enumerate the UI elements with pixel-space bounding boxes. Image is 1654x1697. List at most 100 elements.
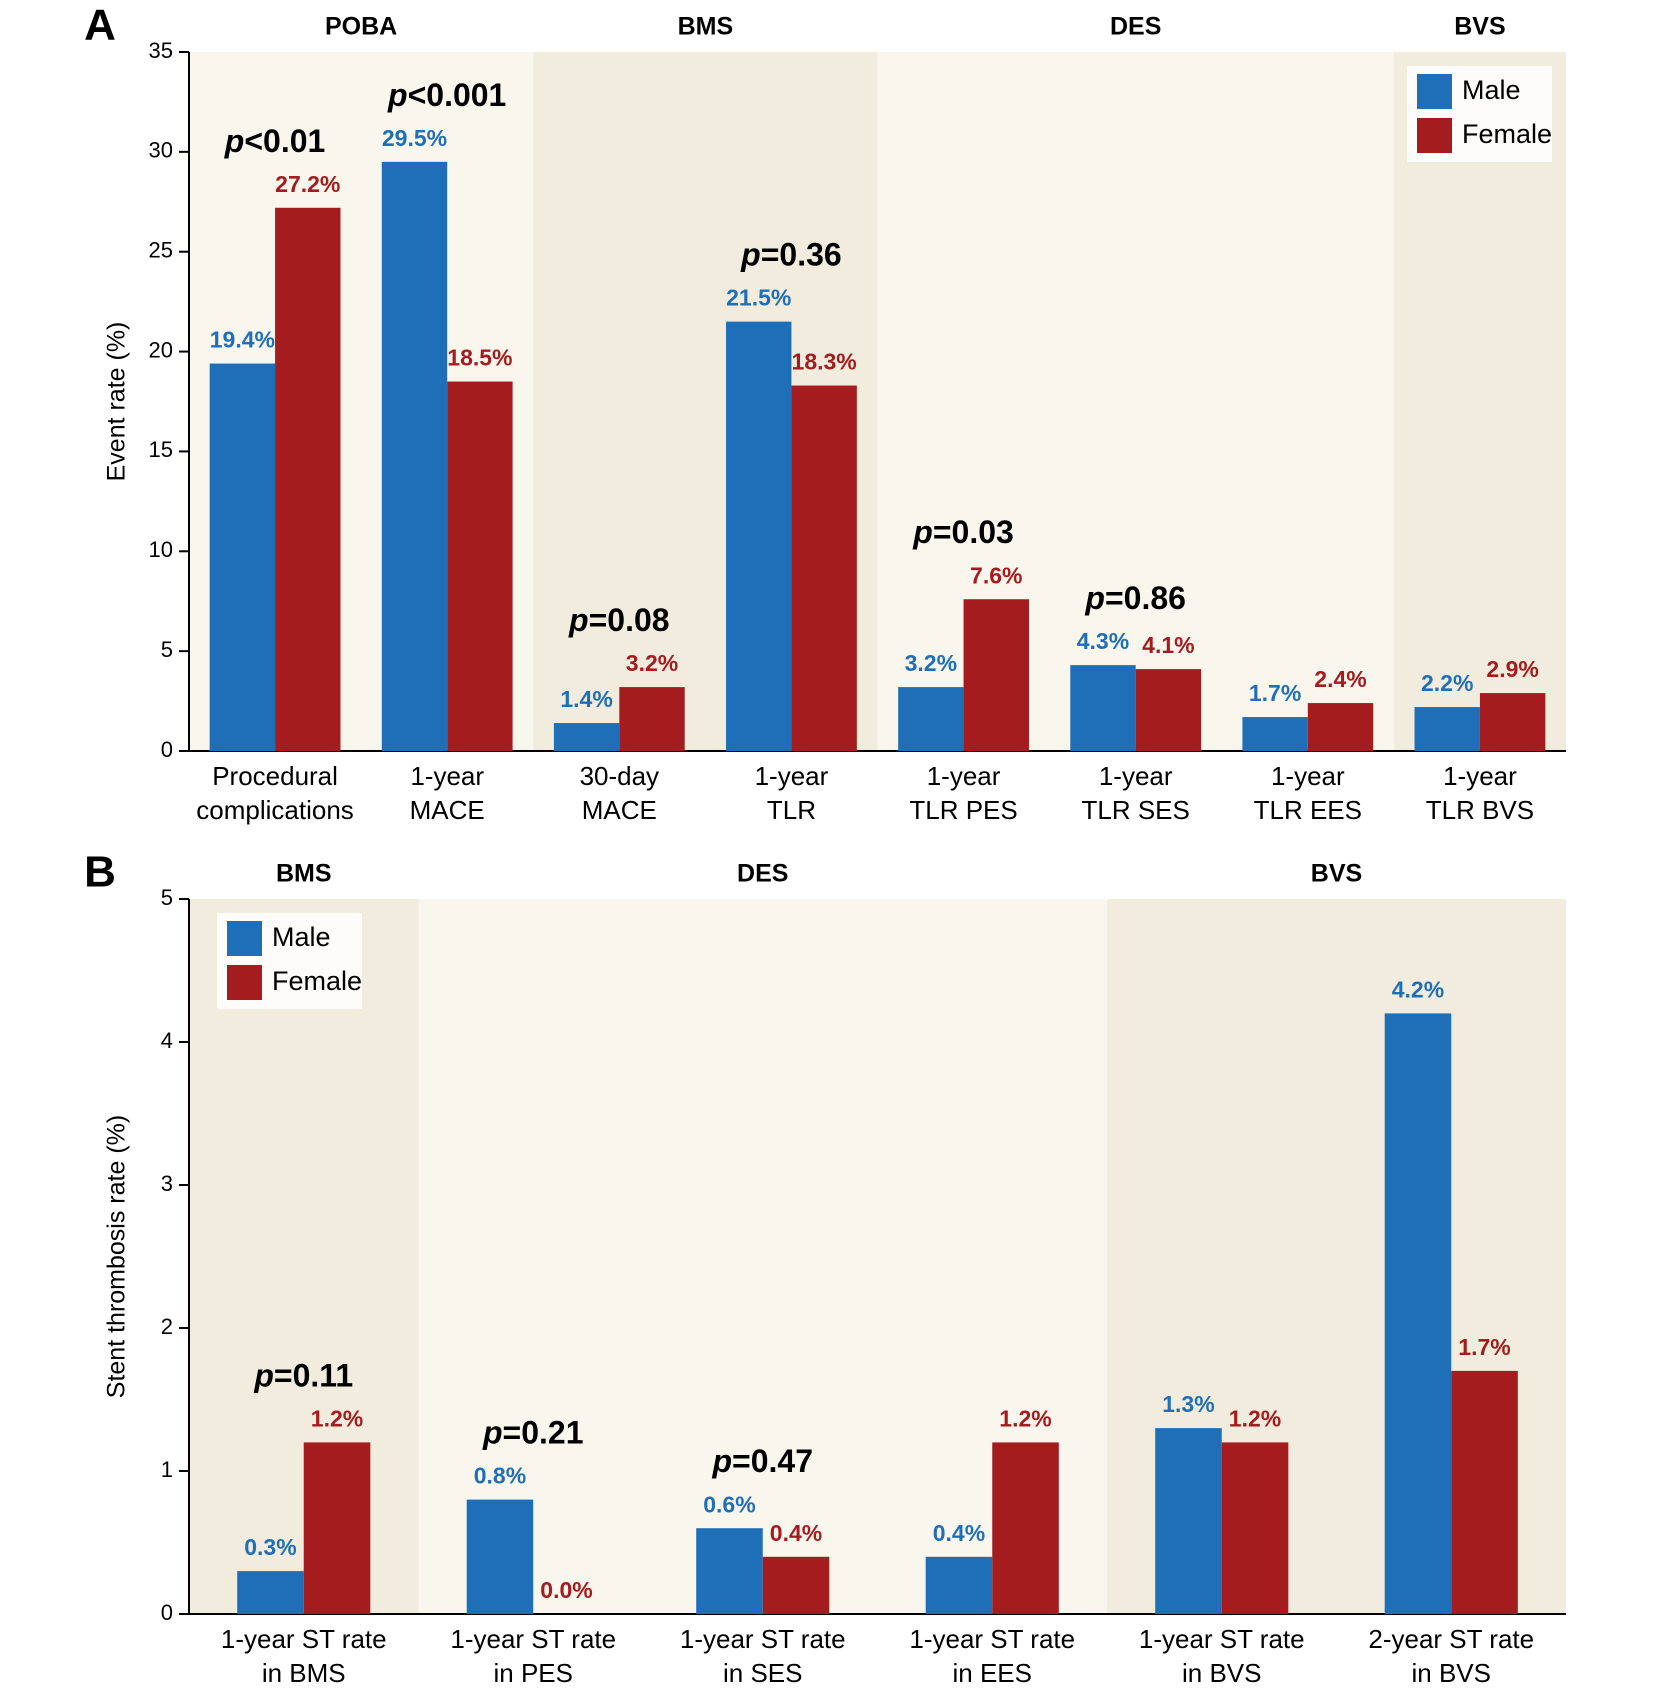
legend-swatch [1417,74,1452,109]
x-tick-label: TLR [767,795,816,825]
legend-label: Female [1462,119,1552,149]
value-label: 2.2% [1421,670,1473,696]
x-tick-label: in BVS [1412,1658,1492,1688]
value-label: 1.2% [311,1405,363,1431]
x-tick-label: 1-year [755,761,829,791]
group-label: POBA [325,13,397,41]
bar [1242,717,1308,751]
legend-label: Male [1462,75,1521,105]
bar [791,385,857,751]
bar [925,1556,993,1614]
group-label: BMS [678,13,734,41]
x-tick-label: in SES [723,1658,803,1688]
value-label: 4.1% [1142,632,1194,658]
panel-label: B [84,848,116,897]
y-tick-label: 30 [149,138,173,163]
group-label: BVS [1454,13,1505,41]
value-label: 1.3% [1162,1391,1214,1417]
x-tick-label: in BMS [262,1658,346,1688]
bar [275,207,341,751]
x-tick-label: in BVS [1182,1658,1262,1688]
bar [303,1442,371,1614]
y-tick-label: 0 [161,1600,173,1625]
group-label: BMS [276,860,332,888]
value-label: 21.5% [726,285,791,311]
p-rest: =0.03 [933,515,1014,551]
legend-label: Male [272,922,331,952]
panel-label: A [84,1,116,50]
y-tick-label: 15 [149,437,173,462]
p-rest: <0.001 [408,77,507,113]
x-tick-label: in PES [494,1658,574,1688]
value-label: 19.4% [210,327,275,353]
bar [963,599,1029,751]
x-tick-label: TLR BVS [1426,795,1534,825]
value-label: 7.6% [970,562,1022,588]
group-label: BVS [1311,860,1362,888]
p-rest: =0.36 [761,237,842,273]
p-value: p=0.36 [740,237,842,273]
bar [898,687,964,751]
legend-swatch [227,921,262,956]
bar [209,363,276,751]
value-label: 1.2% [999,1405,1051,1431]
group-label: DES [737,860,788,888]
y-tick-label: 5 [161,885,173,910]
value-label: 29.5% [382,125,447,151]
value-label: 18.5% [447,345,512,371]
p-italic: p [482,1415,503,1451]
legend-label: Female [272,966,362,996]
p-rest: =0.21 [503,1415,584,1451]
p-rest: =0.11 [274,1358,353,1394]
x-tick-label: 1-year [1443,761,1517,791]
x-tick-label: 1-year [927,761,1001,791]
bar [237,1571,304,1614]
p-italic: p [1084,581,1105,617]
value-label: 27.2% [275,171,340,197]
value-label: 3.2% [626,650,678,676]
value-label: 2.4% [1314,666,1366,692]
value-label: 1.2% [1229,1405,1281,1431]
p-value: p=0.86 [1084,581,1186,617]
bar [1384,1013,1452,1614]
p-value: p=0.47 [711,1444,813,1480]
x-tick-label: MACE [582,795,657,825]
group-label: DES [1110,13,1161,41]
p-value: p<0.001 [387,77,506,113]
y-tick-label: 25 [149,238,173,263]
x-tick-label: 1-year ST rate [221,1624,387,1654]
x-tick-label: 30-day [580,761,660,791]
bar [992,1442,1059,1614]
bar [762,1556,830,1614]
y-tick-label: 3 [161,1171,173,1196]
p-value: p<0.01 [224,123,326,159]
x-tick-label: 1-year ST rate [450,1624,616,1654]
bar [1307,703,1374,751]
bar [726,321,792,751]
group-background [1393,52,1566,751]
bar [1479,693,1546,751]
value-label: 0.4% [933,1520,985,1546]
x-tick-label: in EES [953,1658,1033,1688]
p-italic: p [387,77,408,113]
value-label: 0.0% [540,1577,592,1603]
bar [1414,707,1480,751]
value-label: 0.8% [474,1463,526,1489]
bar [1135,669,1202,751]
p-italic: p [253,1358,274,1394]
group-background [877,52,1394,751]
y-axis-label: Stent thrombosis rate (%) [103,1115,131,1398]
bar [1451,1370,1518,1614]
y-axis-label: Event rate (%) [103,322,131,482]
value-label: 4.3% [1077,628,1129,654]
legend-swatch [227,965,262,1000]
x-tick-label: 1-year ST rate [1139,1624,1305,1654]
x-tick-label: 1-year [1271,761,1345,791]
bar [1155,1428,1222,1614]
value-label: 18.3% [792,349,857,375]
p-italic: p [740,237,761,273]
y-tick-label: 0 [161,737,173,762]
y-tick-label: 2 [161,1314,173,1339]
y-tick-label: 35 [149,38,173,63]
